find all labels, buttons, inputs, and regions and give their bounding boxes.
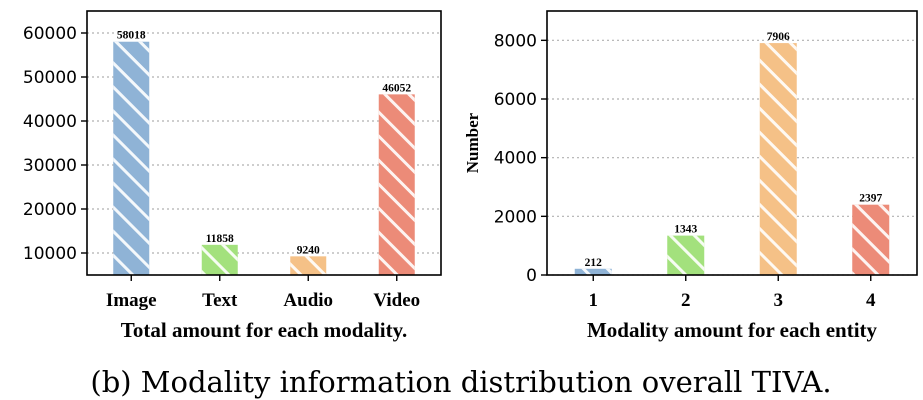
x-axis-label: Modality amount for each entity xyxy=(587,318,878,342)
bar-hatch xyxy=(667,235,705,275)
data-label: 1343 xyxy=(674,224,697,236)
plot-frame xyxy=(546,10,918,276)
x-tick-label: 1 xyxy=(589,290,599,311)
x-tick-label: Image xyxy=(106,290,157,311)
bar-hatch xyxy=(574,268,612,275)
x-tick-label: Text xyxy=(202,290,238,311)
y-axis-label: Number xyxy=(463,112,482,173)
x-tick-label: 4 xyxy=(866,290,876,311)
y-tick-label: 4000 xyxy=(494,149,537,169)
y-tick-label: 0 xyxy=(526,266,537,286)
x-tick-label: 3 xyxy=(774,290,784,311)
data-label: 9240 xyxy=(297,244,320,256)
modality-total-chart: 10000 20000 30000 40000 50000 60000 58018 Image… xyxy=(23,10,442,342)
bar-hatch xyxy=(290,256,327,275)
data-label: 2397 xyxy=(859,193,882,205)
y-tick-label: 50000 xyxy=(23,68,77,88)
bar-hatch xyxy=(378,94,415,275)
bar-hatch xyxy=(852,204,890,275)
data-label: 7906 xyxy=(767,31,790,43)
x-tick-label: Audio xyxy=(283,290,333,311)
x-axis-label: Total amount for each modality. xyxy=(121,318,407,342)
y-tick-label: 10000 xyxy=(23,244,77,264)
y-tick-label: 60000 xyxy=(23,24,77,44)
plot-frame xyxy=(86,10,442,276)
x-tick-label: 2 xyxy=(681,290,691,311)
y-tick-label: 20000 xyxy=(23,200,77,220)
data-label: 58018 xyxy=(117,30,146,42)
bar-hatch xyxy=(759,43,797,275)
y-tick-label: 40000 xyxy=(23,112,77,132)
modality-per-entity-chart: 0 2000 4000 6000 8000 212 1 1343 2 7906 3 2397 4 Moda… xyxy=(463,10,918,342)
x-tick-label: Video xyxy=(373,290,420,311)
figure-caption: (b) Modality information distribution ov… xyxy=(90,365,831,399)
data-label: 11858 xyxy=(206,233,234,245)
y-tick-label: 2000 xyxy=(494,207,537,227)
data-label: 46052 xyxy=(382,82,411,94)
y-tick-label: 8000 xyxy=(494,31,537,51)
bar-hatch xyxy=(113,41,150,276)
data-label: 212 xyxy=(585,257,603,269)
bar-hatch xyxy=(201,244,238,275)
y-tick-label: 30000 xyxy=(23,156,77,176)
y-tick-label: 6000 xyxy=(494,90,537,110)
